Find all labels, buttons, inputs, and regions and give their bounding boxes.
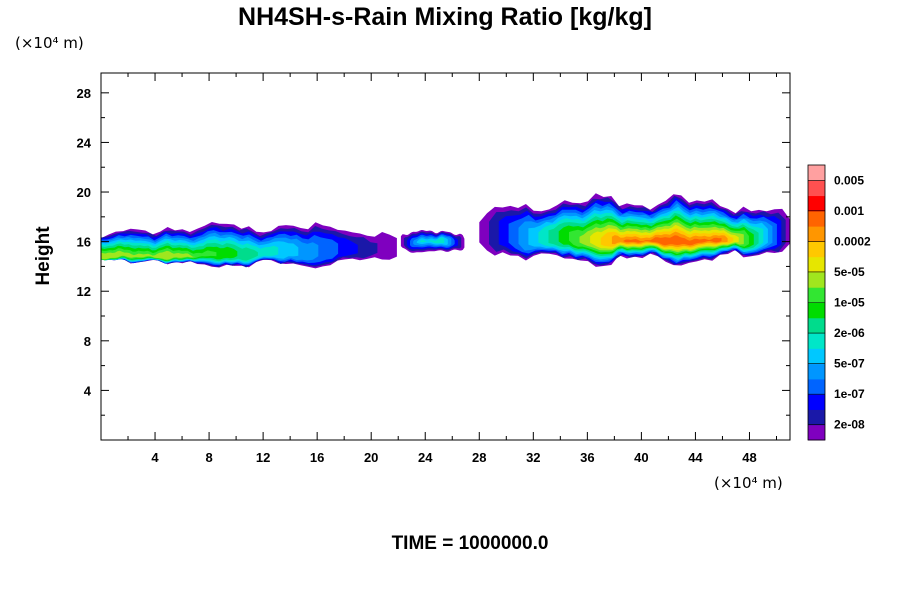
colorbar-swatch bbox=[808, 348, 825, 365]
colorbar-swatch bbox=[808, 210, 825, 227]
cloud-field bbox=[101, 193, 790, 269]
colorbar-swatch bbox=[808, 165, 825, 181]
x-tick-label: 36 bbox=[580, 450, 594, 465]
contour-level-fill bbox=[623, 235, 722, 246]
colorbar-swatch bbox=[808, 394, 825, 410]
y-tick-label: 28 bbox=[77, 86, 91, 101]
colorbar-label: 2e-06 bbox=[834, 326, 865, 340]
x-tick-label: 48 bbox=[742, 450, 756, 465]
colorbar-label: 1e-05 bbox=[834, 296, 865, 310]
x-tick-label: 8 bbox=[205, 450, 212, 465]
time-label: TIME = 1000000.0 bbox=[392, 533, 549, 554]
chart-title: NH4SH-s-Rain Mixing Ratio [kg/kg] bbox=[238, 3, 652, 31]
x-tick-label: 32 bbox=[526, 450, 540, 465]
colorbar-swatch bbox=[808, 195, 825, 212]
colorbar-swatch bbox=[808, 271, 825, 288]
plot-frame bbox=[100, 72, 791, 441]
x-tick-label: 16 bbox=[310, 450, 324, 465]
y-tick-label: 12 bbox=[77, 284, 91, 299]
contour-level-fill bbox=[420, 237, 445, 244]
colorbar-label: 1e-07 bbox=[834, 387, 865, 401]
y-tick-label: 16 bbox=[77, 235, 91, 250]
colorbar-swatch bbox=[808, 241, 825, 258]
y-tick-label: 20 bbox=[77, 185, 91, 200]
colorbar-swatch bbox=[808, 302, 825, 319]
x-tick-label: 4 bbox=[151, 450, 159, 465]
colorbar-swatch bbox=[808, 333, 825, 349]
x-axis-unit-label: (×10⁴ m) bbox=[714, 474, 783, 492]
colorbar-label: 5e-05 bbox=[834, 265, 865, 279]
colorbar-swatch bbox=[808, 363, 825, 380]
colorbar-swatch bbox=[808, 226, 825, 242]
colorbar-swatch bbox=[808, 409, 825, 426]
colorbar-swatch bbox=[808, 378, 825, 395]
x-tick-label: 40 bbox=[634, 450, 648, 465]
y-tick-label: 4 bbox=[84, 383, 92, 398]
contour-level-fill bbox=[101, 250, 195, 260]
colorbar-label: 2e-08 bbox=[834, 418, 865, 432]
x-tick-label: 44 bbox=[688, 450, 703, 465]
y-axis-unit-label: (×10⁴ m) bbox=[15, 34, 84, 52]
x-tick-label: 24 bbox=[418, 450, 433, 465]
colorbar-label: 0.005 bbox=[834, 173, 864, 187]
colorbar-label: 0.001 bbox=[834, 204, 864, 218]
colorbar-swatch bbox=[808, 180, 825, 197]
x-tick-label: 28 bbox=[472, 450, 486, 465]
colorbar: 2e-08 1e-07 5e-07 2e-06 1e-05 5e-05 0.0002 0.00… bbox=[807, 164, 871, 441]
colorbar-swatch bbox=[808, 256, 825, 273]
y-axis-label: Height bbox=[33, 226, 54, 286]
colorbar-label: 5e-07 bbox=[834, 357, 865, 371]
colorbar-swatch bbox=[808, 287, 825, 303]
colorbar-swatch bbox=[808, 424, 825, 441]
y-tick-label: 8 bbox=[84, 334, 91, 349]
y-tick-label: 24 bbox=[77, 135, 92, 150]
x-tick-label: 20 bbox=[364, 450, 378, 465]
colorbar-swatch bbox=[808, 317, 825, 334]
colorbar-label: 0.0002 bbox=[834, 234, 871, 248]
x-tick-label: 12 bbox=[256, 450, 270, 465]
